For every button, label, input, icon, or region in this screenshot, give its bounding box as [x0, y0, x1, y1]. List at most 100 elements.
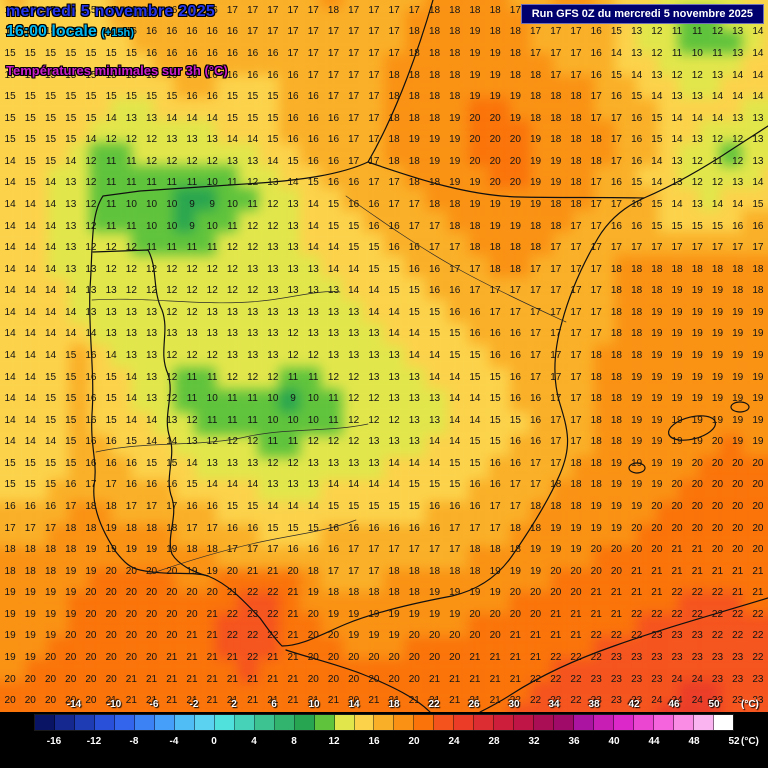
temp-color-cell [341, 210, 363, 233]
temp-value: 20 [226, 565, 238, 577]
temp-value: 13 [247, 457, 259, 469]
temp-value: 17 [570, 306, 582, 318]
temp-color-cell [278, 255, 300, 278]
temp-value: 16 [489, 457, 501, 469]
temp-value: 11 [105, 155, 117, 167]
temp-value: 19 [711, 414, 724, 426]
temp-value: 16 [368, 198, 380, 210]
temp-color-cell [720, 210, 742, 233]
temp-value: 16 [408, 263, 420, 275]
temp-value: 15 [489, 414, 501, 426]
temp-color-cell [215, 524, 237, 547]
temp-value: 21 [267, 695, 279, 707]
temp-value: 15 [428, 479, 441, 491]
temp-color-cell [26, 658, 48, 682]
temp-value: 15 [428, 328, 441, 340]
temp-value: 10 [146, 198, 158, 210]
temp-value: 19 [691, 328, 703, 340]
temp-value: 18 [408, 69, 420, 81]
temp-value: 21 [226, 695, 238, 707]
temp-color-cell [489, 120, 511, 143]
temp-value: 13 [307, 306, 319, 318]
temp-color-cell [489, 97, 511, 121]
temp-value: 18 [610, 414, 622, 426]
temp-value: 20 [146, 652, 158, 664]
temp-color-cell [68, 501, 90, 525]
temp-value: 17 [550, 393, 562, 405]
temp-color-cell [257, 703, 279, 712]
temp-color-cell [152, 501, 174, 525]
temp-color-cell [405, 322, 427, 345]
temp-value: 20 [44, 673, 57, 685]
scale-label: 46 [668, 699, 680, 710]
temp-value: 15 [85, 47, 97, 59]
temp-value: 20 [631, 544, 643, 556]
temp-value: 16 [247, 47, 259, 59]
temp-color-cell [741, 479, 763, 502]
temp-color-cell [236, 187, 258, 211]
temp-value: 16 [44, 501, 57, 513]
temp-value: 14 [469, 414, 481, 426]
temp-value: 18 [469, 565, 481, 577]
temp-value: 14 [166, 436, 178, 448]
temp-value: 15 [469, 371, 481, 383]
temp-value: 16 [348, 522, 360, 534]
temp-color-cell [110, 591, 132, 615]
temp-value: 18 [449, 565, 461, 577]
temp-color-cell [552, 165, 574, 188]
temp-value: 22 [550, 652, 562, 664]
temp-color-cell [5, 389, 27, 413]
temp-value: 11 [105, 198, 117, 210]
temp-value: 17 [590, 328, 602, 340]
temp-color-cell [257, 434, 279, 457]
temp-value: 20 [671, 501, 683, 513]
temp-value: 14 [24, 414, 36, 426]
temp-value: 15 [125, 69, 137, 81]
temp-color-cell [678, 232, 700, 256]
temp-value: 13 [125, 112, 137, 124]
temp-value: 19 [671, 393, 683, 405]
color-scale-segment [554, 715, 575, 730]
temp-value: 20 [752, 479, 764, 491]
temp-color-cell [47, 232, 69, 256]
temp-color-cell [5, 658, 27, 682]
temp-color-cell [657, 546, 679, 570]
temp-value: 13 [287, 285, 299, 297]
temp-color-cell [531, 120, 553, 143]
temp-color-cell [5, 255, 27, 278]
temp-color-cell [636, 479, 658, 502]
temp-value: 19 [550, 177, 562, 189]
temp-value: 12 [348, 414, 360, 426]
temp-color-cell [278, 97, 300, 121]
temp-color-cell [615, 75, 637, 98]
temp-color-cell [405, 434, 427, 457]
temp-color-cell [657, 524, 679, 547]
temp-value: 18 [408, 565, 420, 577]
temp-value: 17 [368, 544, 380, 556]
temp-value: 23 [752, 695, 764, 707]
temp-color-cell [447, 53, 469, 76]
temp-color-cell [362, 524, 384, 547]
color-scale-segment [634, 715, 655, 730]
temp-color-cell [510, 389, 532, 413]
temp-value: 12 [186, 285, 198, 297]
temp-value: 19 [186, 565, 198, 577]
temp-value: 20 [105, 608, 117, 620]
temp-value: 16 [530, 393, 542, 405]
temp-color-cell [468, 97, 490, 121]
temp-value: 23 [631, 673, 643, 685]
temp-value: 17 [752, 242, 764, 254]
temp-value: 17 [489, 306, 501, 318]
temp-color-cell [89, 277, 111, 300]
temp-value: 17 [65, 501, 77, 513]
temp-color-cell [194, 344, 216, 368]
temp-color-cell [447, 277, 469, 300]
temp-value: 11 [186, 177, 198, 189]
temp-value: 18 [570, 198, 582, 210]
temp-value: 19 [428, 608, 441, 620]
temp-value: 12 [186, 349, 198, 361]
temp-value: 16 [327, 522, 340, 534]
temp-value: 13 [348, 349, 360, 361]
temp-value: 16 [267, 69, 279, 81]
temp-value: 17 [388, 177, 400, 189]
